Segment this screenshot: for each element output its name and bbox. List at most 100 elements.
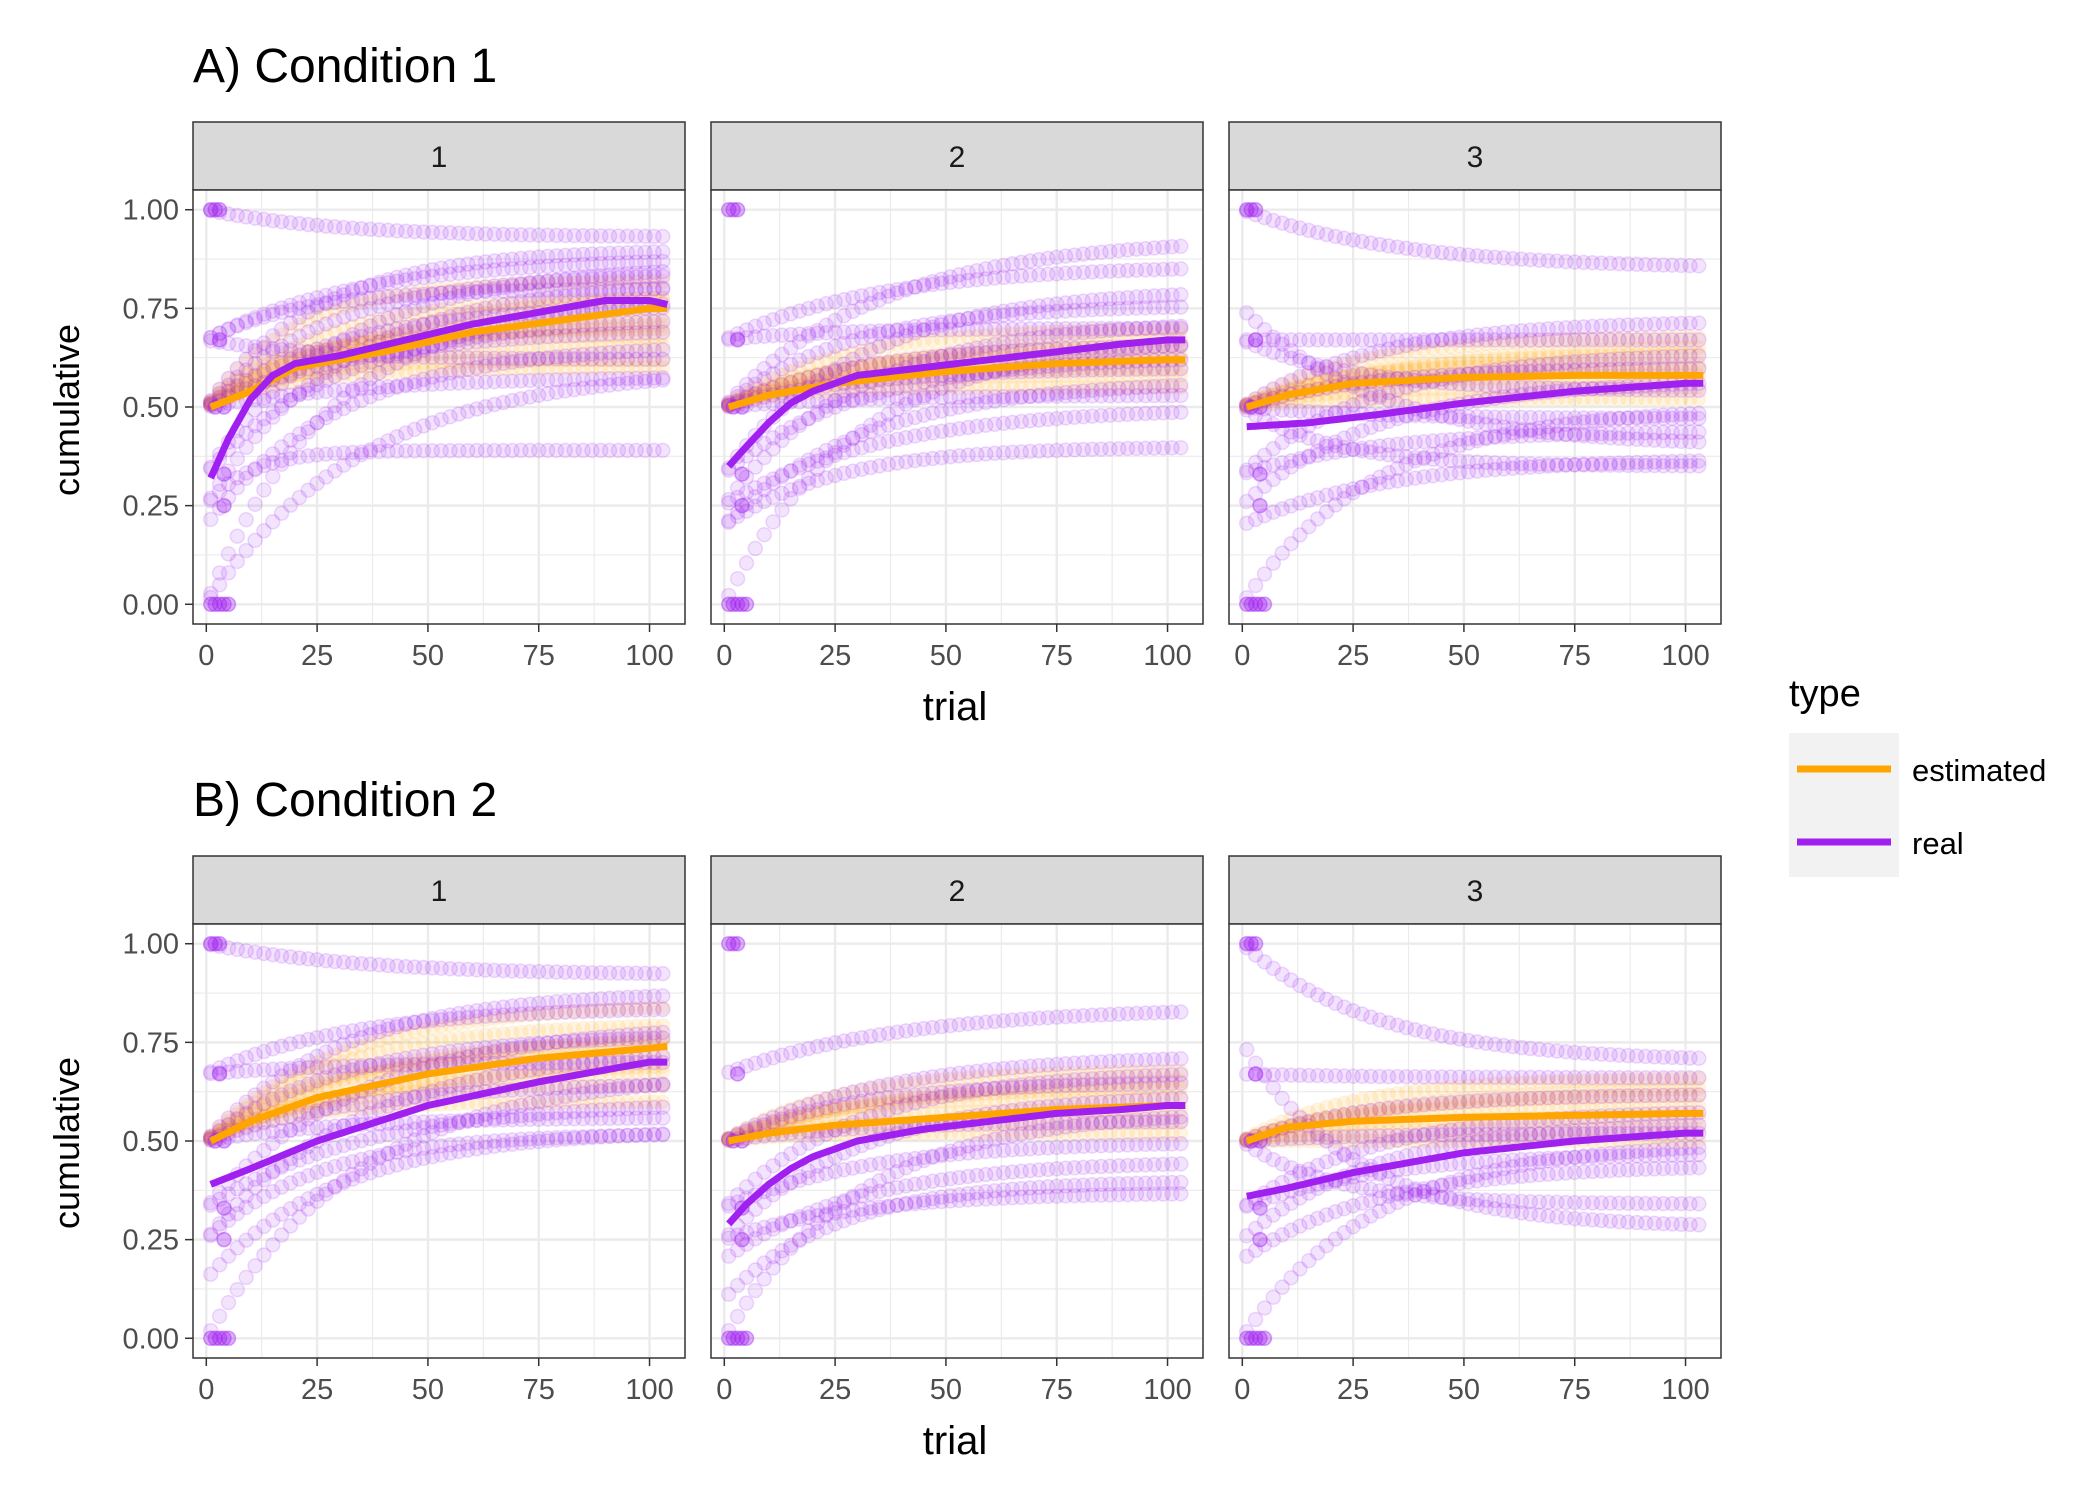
real-point <box>1174 262 1188 276</box>
real-point <box>257 483 271 497</box>
real-point <box>213 1067 227 1081</box>
y-tick-label: 0.50 <box>123 392 179 424</box>
real-point <box>740 556 754 570</box>
real-point <box>217 1233 231 1247</box>
real-point <box>1174 441 1188 455</box>
real-point <box>239 513 253 527</box>
real-point <box>656 325 670 339</box>
x-tick-label: 50 <box>412 640 444 672</box>
real-point <box>656 1128 670 1142</box>
y-tick-label: 0.50 <box>123 1126 179 1158</box>
y-tick-label: 0.75 <box>123 293 179 325</box>
x-tick-label: 25 <box>1337 640 1369 672</box>
real-point <box>230 529 244 543</box>
real-point <box>656 443 670 457</box>
real-point <box>1257 597 1271 611</box>
y-axis-label-condition-1: cumulative <box>46 324 87 496</box>
real-point <box>656 1031 670 1045</box>
x-tick-label: 0 <box>198 1374 214 1406</box>
real-point <box>217 499 231 513</box>
x-axis-label-condition-2: trial <box>923 1419 987 1463</box>
real-point <box>656 967 670 981</box>
real-point <box>757 528 771 542</box>
real-point <box>221 597 235 611</box>
real-point <box>731 333 745 347</box>
y-tick-label: 0.25 <box>123 491 179 523</box>
x-tick-label: 50 <box>930 640 962 672</box>
x-tick-label: 100 <box>1143 640 1191 672</box>
real-point <box>217 1201 231 1215</box>
chart-title-condition-1: A) Condition 1 <box>193 40 497 93</box>
facet-panel-1-3: 3 0 25 50 75 100 <box>1229 122 1721 672</box>
real-point <box>213 333 227 347</box>
real-point <box>1249 203 1263 217</box>
x-tick-label: 0 <box>1234 640 1250 672</box>
x-tick-label: 50 <box>1448 640 1480 672</box>
x-tick-label: 0 <box>198 640 214 672</box>
x-axis-label-condition-1: trial <box>923 685 987 729</box>
real-point <box>656 1078 670 1092</box>
real-point <box>222 1296 236 1310</box>
x-tick-label: 75 <box>523 1374 555 1406</box>
real-point <box>656 352 670 366</box>
real-point <box>1174 239 1188 253</box>
x-tick-label: 75 <box>1041 640 1073 672</box>
real-point <box>735 467 749 481</box>
real-point <box>656 989 670 1003</box>
real-point <box>731 203 745 217</box>
real-point <box>1174 405 1188 419</box>
real-point <box>766 515 780 529</box>
real-point <box>656 230 670 244</box>
real-point <box>213 937 227 951</box>
x-tick-label: 25 <box>301 1374 333 1406</box>
real-point <box>213 203 227 217</box>
real-point <box>1253 499 1267 513</box>
y-tick-label: 0.00 <box>123 1323 179 1355</box>
real-point <box>1249 333 1263 347</box>
x-tick-label: 25 <box>819 640 851 672</box>
x-tick-label: 50 <box>412 1374 444 1406</box>
real-point <box>1692 459 1706 473</box>
y-tick-label: 0.00 <box>123 589 179 621</box>
real-point <box>656 1003 670 1017</box>
real-point <box>1692 316 1706 330</box>
x-tick-label: 0 <box>716 640 732 672</box>
real-point <box>1174 321 1188 335</box>
x-tick-label: 100 <box>625 1374 673 1406</box>
real-point <box>1692 435 1706 449</box>
x-tick-label: 100 <box>625 640 673 672</box>
real-point <box>1692 259 1706 273</box>
real-point <box>248 497 262 511</box>
real-point <box>739 597 753 611</box>
chart-title-condition-2: B) Condition 2 <box>193 774 497 827</box>
real-point <box>656 371 670 385</box>
real-point <box>731 572 745 586</box>
x-tick-label: 75 <box>1559 640 1591 672</box>
real-point <box>217 467 231 481</box>
real-point <box>1692 412 1706 426</box>
y-tick-label: 0.25 <box>123 1225 179 1257</box>
facet-panel-2-1: 1 0 25 50 75 100 0.00 0.25 0.50 0.75 1.00 <box>123 856 685 1406</box>
real-point <box>213 578 227 592</box>
real-point <box>221 1331 235 1345</box>
real-point <box>1174 362 1188 376</box>
y-tick-label: 0.75 <box>123 1027 179 1059</box>
real-point <box>1174 389 1188 403</box>
real-point <box>1692 349 1706 363</box>
facet-strip-label: 3 <box>1467 141 1484 174</box>
facet-strip-label: 1 <box>431 875 448 908</box>
y-tick-label: 1.00 <box>123 195 179 227</box>
x-tick-label: 100 <box>1661 640 1709 672</box>
facet-strip-label: 2 <box>949 875 966 908</box>
real-point <box>656 1111 670 1125</box>
real-point <box>1692 333 1706 347</box>
facet-panel-1-2: 2 0 25 50 75 100 <box>711 122 1203 672</box>
facet-strip-label: 2 <box>949 141 966 174</box>
x-tick-label: 25 <box>301 640 333 672</box>
real-point <box>656 282 670 296</box>
y-tick-label: 1.00 <box>123 929 179 961</box>
real-point <box>1174 300 1188 314</box>
